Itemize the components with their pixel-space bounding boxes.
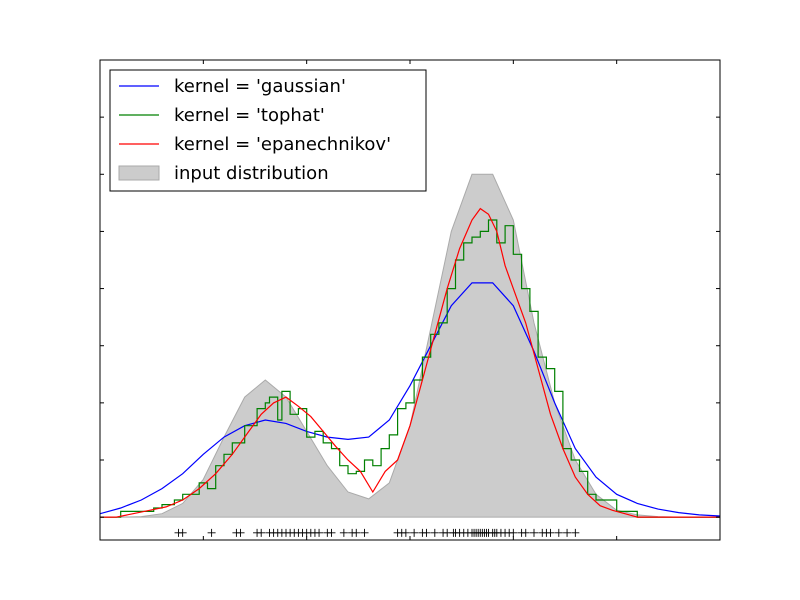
sample-marker [410,528,419,537]
sample-marker [401,528,410,537]
sample-marker [546,528,555,537]
sample-marker [207,528,216,537]
sample-marker [509,528,518,537]
sample-marker [422,528,431,537]
sample-marker [310,528,319,537]
legend-box [109,69,427,192]
series-line-epanechnikov [100,207,720,518]
sample-marker [430,528,439,537]
plot-area [100,173,720,537]
sample-marker [490,528,499,537]
sample-marker [269,528,278,537]
sample-marker [449,528,458,537]
legend-label-epanechnikov: kernel = 'epanechnikov' [174,134,391,155]
sample-marker [178,528,187,537]
sample-marker [327,528,336,537]
sample-marker [470,528,479,537]
sample-marker [352,528,361,537]
sample-marker [360,528,369,537]
sample-marker [257,528,266,537]
sample-marker [478,528,487,537]
legend-label-gaussian: kernel = 'gaussian' [174,76,346,97]
sample-marker [521,528,530,537]
sample-marker [530,528,538,537]
sample-marker [236,528,245,537]
sample-marker [339,528,348,537]
axes-frame [99,59,721,541]
input-distribution-area [100,173,720,518]
legend: kernel = 'gaussian' kernel = 'tophat' ke… [109,69,427,192]
series-line-gaussian [100,282,720,517]
sample-marker [571,528,580,537]
sample-marker [563,528,572,537]
legend-label-input-distribution: input distribution [174,163,329,184]
sample-marker [554,528,563,537]
legend-swatch-input-distribution [118,165,160,181]
legend-label-tophat: kernel = 'tophat' [174,105,325,126]
